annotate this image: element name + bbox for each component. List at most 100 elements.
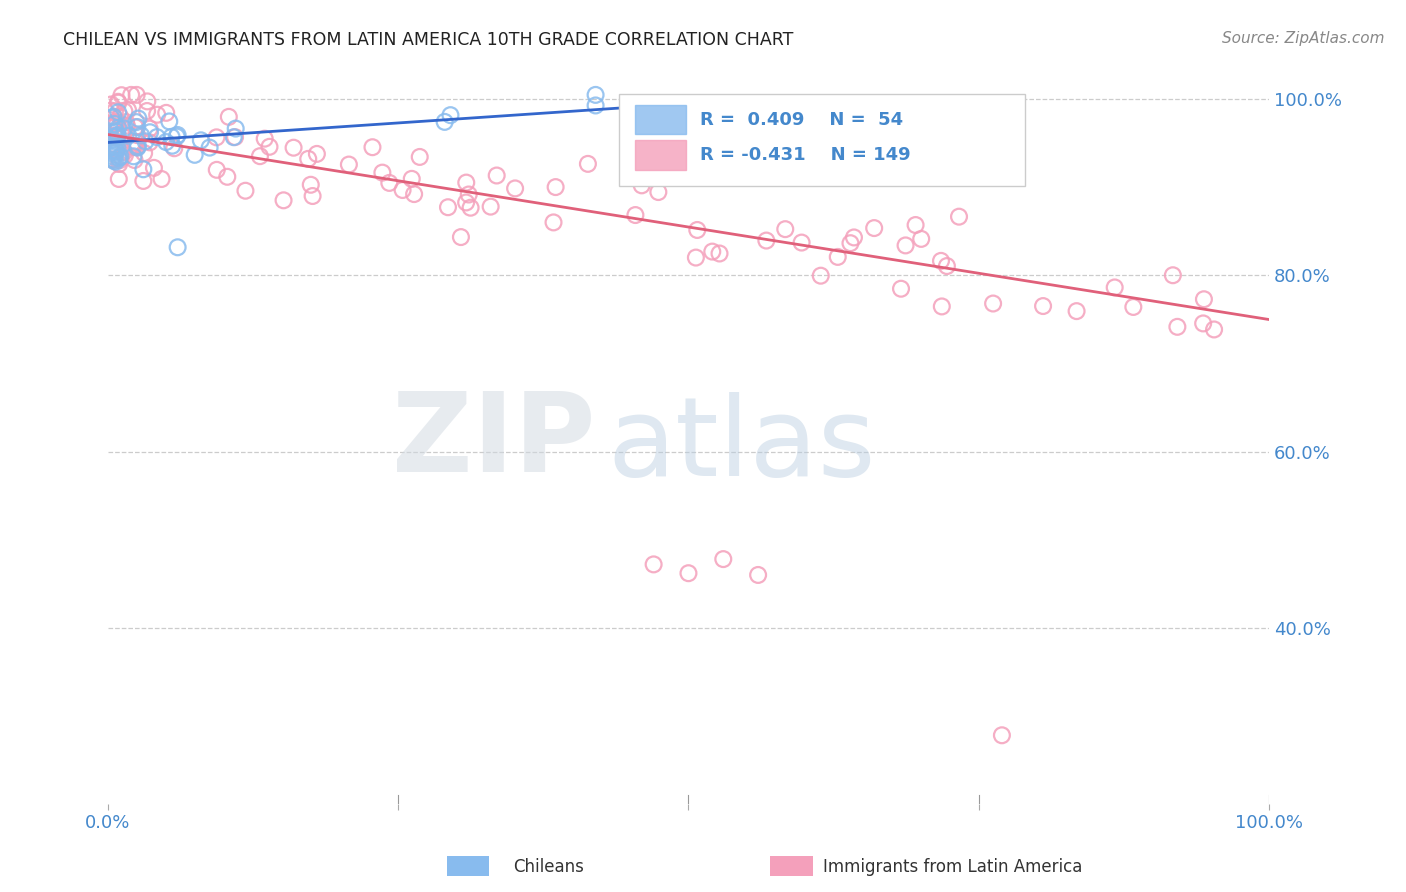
Point bbox=[337, 157, 360, 171]
Point bbox=[166, 240, 188, 254]
Point bbox=[117, 128, 139, 143]
Point bbox=[166, 128, 188, 142]
Point bbox=[544, 180, 567, 194]
Point bbox=[259, 140, 281, 154]
Point bbox=[1122, 300, 1144, 314]
Point bbox=[297, 152, 319, 166]
Point bbox=[125, 135, 148, 149]
Text: Source: ZipAtlas.com: Source: ZipAtlas.com bbox=[1222, 31, 1385, 46]
Point bbox=[127, 140, 149, 154]
Point bbox=[103, 140, 125, 154]
Point bbox=[755, 234, 778, 248]
Point bbox=[124, 153, 146, 167]
Point bbox=[108, 153, 131, 168]
Point bbox=[198, 140, 221, 154]
Point bbox=[127, 120, 149, 134]
Point bbox=[301, 189, 323, 203]
Point bbox=[100, 130, 122, 145]
Point bbox=[702, 244, 724, 259]
Point bbox=[162, 138, 184, 153]
Y-axis label: 10th Grade: 10th Grade bbox=[0, 387, 8, 481]
Point bbox=[685, 251, 707, 265]
Point bbox=[839, 236, 862, 251]
Point bbox=[225, 121, 247, 136]
Point bbox=[678, 566, 700, 581]
Point bbox=[104, 124, 127, 138]
Point bbox=[100, 144, 122, 158]
Point bbox=[138, 136, 160, 150]
Point bbox=[205, 130, 228, 145]
Point bbox=[222, 130, 245, 145]
Point bbox=[103, 115, 125, 129]
Point bbox=[107, 172, 129, 186]
Point bbox=[166, 129, 188, 144]
Text: Chileans: Chileans bbox=[513, 858, 583, 876]
Point bbox=[104, 139, 127, 153]
Text: R = -0.431    N = 149: R = -0.431 N = 149 bbox=[700, 146, 911, 164]
Point bbox=[205, 162, 228, 177]
Point bbox=[404, 187, 426, 202]
Point bbox=[439, 108, 461, 122]
Point bbox=[576, 157, 599, 171]
Point bbox=[456, 176, 478, 190]
Point bbox=[224, 130, 246, 145]
Point bbox=[104, 104, 127, 119]
Point bbox=[104, 154, 127, 169]
Point bbox=[132, 162, 155, 177]
Point bbox=[125, 128, 148, 142]
Point bbox=[121, 139, 143, 153]
Point bbox=[112, 145, 135, 159]
Point bbox=[450, 230, 472, 244]
Point bbox=[100, 111, 122, 125]
Point bbox=[104, 129, 127, 144]
Point bbox=[775, 222, 797, 236]
Point bbox=[305, 147, 328, 161]
Point bbox=[711, 552, 734, 566]
Point bbox=[108, 151, 131, 165]
Point bbox=[107, 141, 129, 155]
Point bbox=[894, 238, 917, 252]
Point bbox=[686, 223, 709, 237]
Point bbox=[585, 87, 607, 102]
Point bbox=[125, 135, 148, 149]
Point bbox=[981, 296, 1004, 310]
Point bbox=[1192, 292, 1215, 306]
Point bbox=[142, 161, 165, 175]
Point bbox=[647, 185, 669, 199]
Point bbox=[183, 148, 205, 162]
Point bbox=[931, 300, 953, 314]
Point bbox=[810, 268, 832, 283]
Point bbox=[101, 145, 124, 159]
Point bbox=[910, 232, 932, 246]
Point bbox=[218, 110, 240, 124]
Point bbox=[105, 145, 128, 160]
Point bbox=[105, 143, 128, 157]
Point bbox=[114, 148, 136, 162]
Point bbox=[146, 108, 169, 122]
Point bbox=[100, 121, 122, 136]
Point bbox=[107, 128, 129, 142]
Point bbox=[437, 200, 460, 214]
Point bbox=[112, 121, 135, 136]
Point bbox=[543, 215, 565, 229]
Point bbox=[150, 172, 173, 186]
Point bbox=[457, 187, 479, 202]
Point bbox=[124, 120, 146, 135]
Point bbox=[249, 149, 271, 163]
Point bbox=[863, 221, 886, 235]
Point bbox=[217, 169, 239, 184]
Point bbox=[134, 134, 156, 148]
Point bbox=[160, 129, 183, 144]
FancyBboxPatch shape bbox=[636, 104, 686, 135]
FancyBboxPatch shape bbox=[636, 140, 686, 169]
Point bbox=[456, 195, 478, 210]
Point bbox=[127, 112, 149, 126]
Point bbox=[107, 95, 129, 110]
Point bbox=[138, 121, 160, 136]
Text: ZIP: ZIP bbox=[392, 388, 596, 495]
Point bbox=[100, 133, 122, 147]
Point bbox=[103, 147, 125, 161]
Point bbox=[433, 115, 456, 129]
Point bbox=[122, 149, 145, 163]
Point bbox=[132, 174, 155, 188]
